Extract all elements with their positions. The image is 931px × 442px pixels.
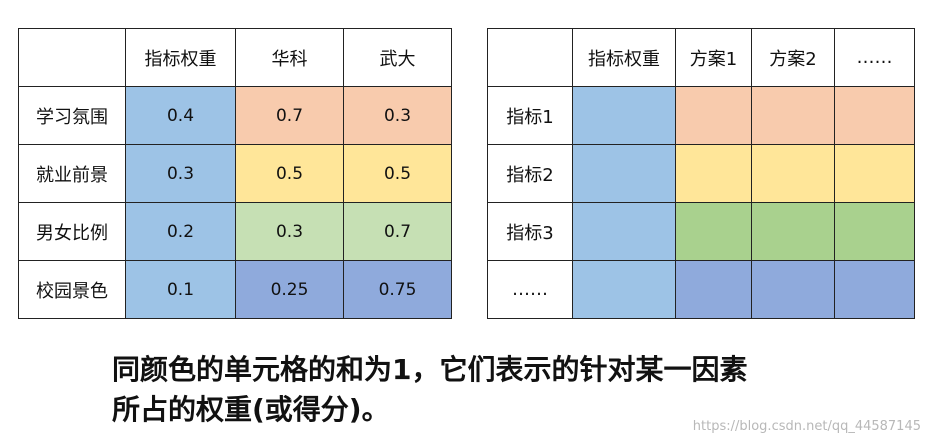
table1-value-cell: 0.3 [235,202,344,261]
table2-color-cell [572,202,676,261]
table2-header-ellipsis: …… [834,28,915,87]
table1-value-cell: 0.7 [343,202,452,261]
table1-value-cell: 0.1 [125,260,236,319]
table2-header-weight: 指标权重 [572,28,676,87]
table1-value-cell: 0.4 [125,86,236,145]
caption-line-2: 所占的权重(或得分)。 [112,393,390,426]
table1-row: 校园景色 0.1 0.25 0.75 [18,260,452,319]
watermark: https://blog.csdn.net/qq_44587145 [692,419,921,434]
table1-value-cell: 0.5 [235,144,344,203]
table2-color-cell [572,144,676,203]
table1-row: 男女比例 0.2 0.3 0.7 [18,202,452,261]
table1-value-cell: 0.2 [125,202,236,261]
table1-header-weight: 指标权重 [125,28,236,87]
caption: 同颜色的单元格的和为1，它们表示的针对某一因素 所占的权重(或得分)。 [112,350,748,430]
weights-table-template: 指标权重 方案1 方案2 …… 指标1 指标2 指标3…… [487,28,915,319]
table2-color-cell [675,202,752,261]
table2-row: 指标3 [487,202,915,261]
table2-color-cell [834,202,915,261]
table1-value-cell: 0.25 [235,260,344,319]
table2-row-label: 指标2 [487,144,573,203]
table2-color-cell [675,86,752,145]
table1-row-label: 男女比例 [18,202,126,261]
table2-row-label: 指标3 [487,202,573,261]
caption-line-1: 同颜色的单元格的和为1，它们表示的针对某一因素 [112,353,748,386]
table2-row: 指标1 [487,86,915,145]
table2-row-label: 指标1 [487,86,573,145]
table1-value-cell: 0.75 [343,260,452,319]
table2-color-cell [675,260,752,319]
table1-header-whu: 武大 [343,28,452,87]
table2-color-cell [751,86,835,145]
table1-value-cell: 0.7 [235,86,344,145]
table2-row: …… [487,260,915,319]
table2-color-cell [751,202,835,261]
table2-color-cell [572,260,676,319]
table1-row: 就业前景 0.3 0.5 0.5 [18,144,452,203]
table1-row: 学习氛围 0.4 0.7 0.3 [18,86,452,145]
table1-value-cell: 0.3 [125,144,236,203]
weights-table-example: 指标权重 华科 武大 学习氛围 0.4 0.7 0.3 就业前景 0.3 0.5 0.5 男女比… [18,28,452,319]
table2-color-cell [675,144,752,203]
table1-row-label: 就业前景 [18,144,126,203]
table1-value-cell: 0.5 [343,144,452,203]
table1-value-cell: 0.3 [343,86,452,145]
table1-corner-cell [18,28,126,87]
table2-color-cell [834,260,915,319]
table2-header-plan1: 方案1 [675,28,752,87]
table1-header-hust: 华科 [235,28,344,87]
table2-color-cell [834,144,915,203]
table2-color-cell [751,260,835,319]
table2-color-cell [834,86,915,145]
table2-row-label: …… [487,260,573,319]
table2-header-plan2: 方案2 [751,28,835,87]
table2-header-row: 指标权重 方案1 方案2 …… [487,28,915,87]
table2-color-cell [572,86,676,145]
table2-row: 指标2 [487,144,915,203]
table1-row-label: 学习氛围 [18,86,126,145]
table2-color-cell [751,144,835,203]
table1-row-label: 校园景色 [18,260,126,319]
table2-corner-cell [487,28,573,87]
table1-header-row: 指标权重 华科 武大 [18,28,452,87]
